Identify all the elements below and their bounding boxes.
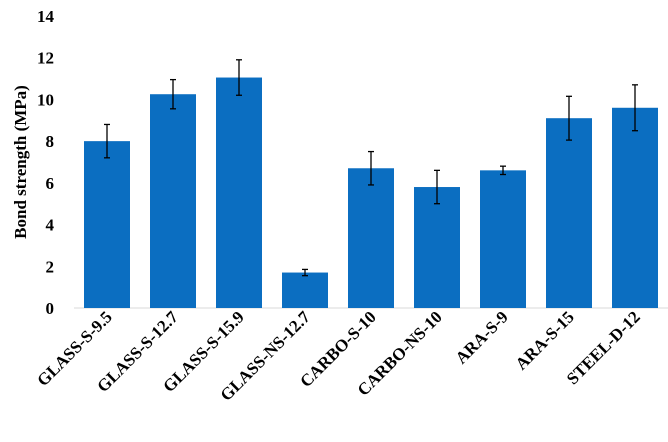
- bar: [84, 141, 130, 308]
- bar: [150, 94, 196, 308]
- y-tick-label: 2: [46, 257, 55, 276]
- y-tick-label: 14: [37, 7, 55, 26]
- bar: [348, 168, 394, 308]
- y-tick-label: 8: [46, 132, 55, 151]
- y-tick-label: 6: [46, 174, 55, 193]
- bar: [282, 272, 328, 308]
- x-tick-label: ARA-S-9: [452, 307, 512, 367]
- bar: [546, 118, 592, 308]
- bar: [414, 187, 460, 308]
- plot-area: [74, 59, 668, 309]
- bar: [480, 170, 526, 308]
- bar: [216, 77, 262, 309]
- y-tick-label: 0: [46, 299, 55, 318]
- x-axis-ticks: GLASS-S-9.5GLASS-S-12.7GLASS-S-15.9GLASS…: [33, 307, 644, 405]
- x-tick-label: ARA-S-15: [512, 307, 578, 373]
- y-tick-label: 12: [37, 49, 54, 68]
- y-tick-label: 4: [46, 216, 55, 235]
- y-axis-ticks: 0 2 4 6 8 10 12 14: [37, 7, 55, 318]
- y-axis-title: Bond strength (MPa): [11, 85, 30, 239]
- bar: [612, 107, 658, 309]
- y-tick-label: 10: [37, 90, 54, 109]
